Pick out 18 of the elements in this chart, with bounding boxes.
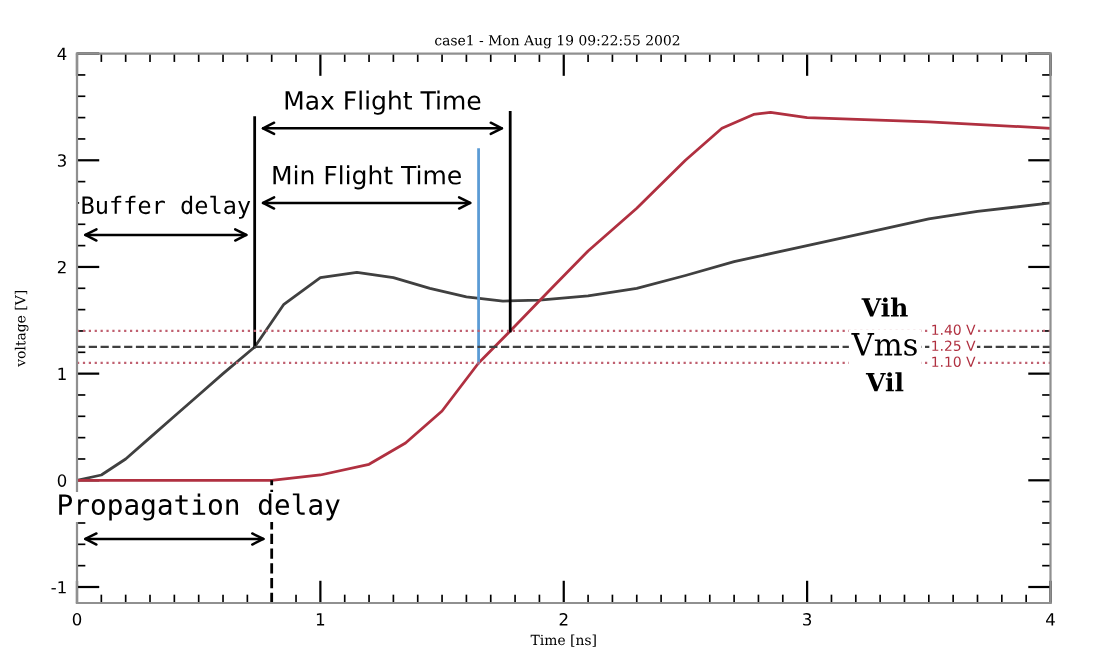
y-tick-label: 3 <box>57 154 66 167</box>
y-tick-label: 2 <box>57 260 66 274</box>
annotation: Max Flight Time <box>285 90 481 115</box>
y-tick-label: 0 <box>57 474 67 487</box>
annotation: Min Flight Time <box>273 165 461 190</box>
y-tick-label: -1 <box>51 581 66 594</box>
ref-line-label: Vil <box>865 372 904 392</box>
y-tick-label: 4 <box>57 47 67 60</box>
ref-line-label: Vms <box>851 333 917 356</box>
x-tick-label: 2 <box>559 613 568 626</box>
annotation: Propagation delay <box>59 493 340 521</box>
y-tick-label: 1 <box>58 367 66 380</box>
annotation: Buffer delay <box>82 195 251 219</box>
ref-line-label: Vih <box>861 297 908 317</box>
x-tick-label: 0 <box>72 613 82 626</box>
x-tick-label: 1 <box>316 613 325 626</box>
x-tick-label: 4 <box>1046 613 1055 626</box>
x-tick-label: 3 <box>803 613 812 626</box>
